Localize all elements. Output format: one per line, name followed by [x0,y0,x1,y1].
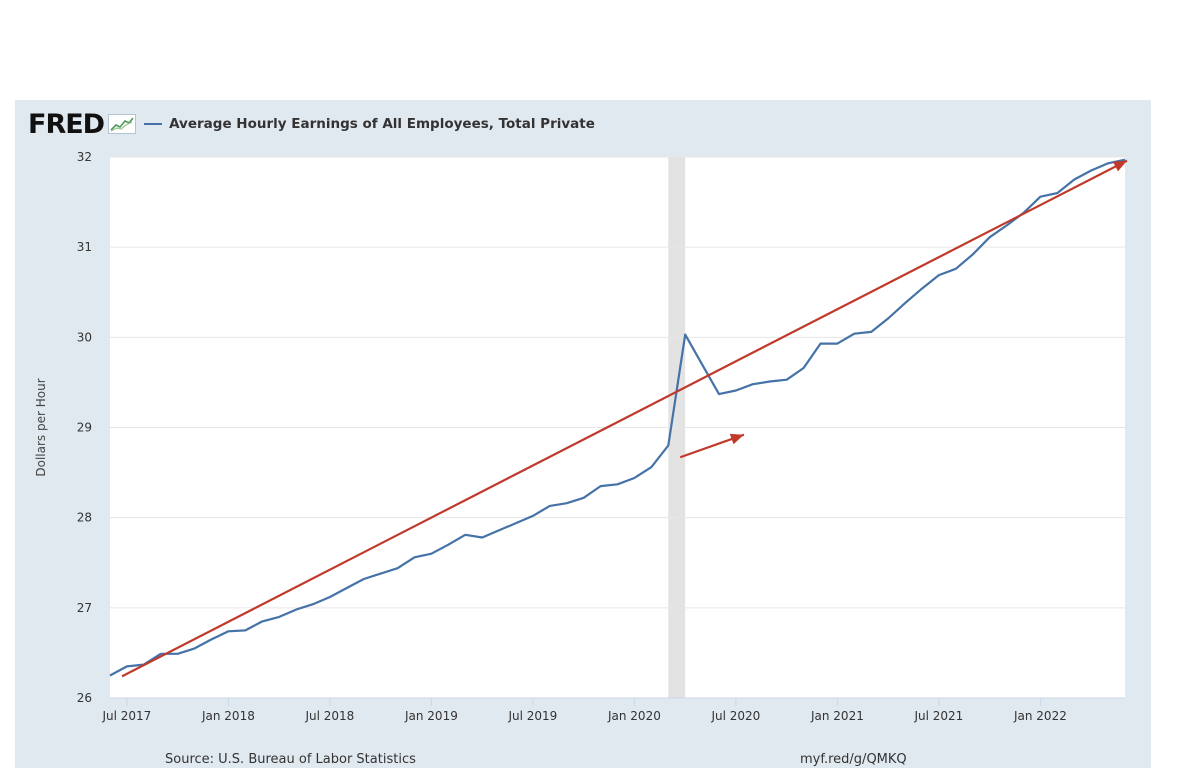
x-tick-label: Jan 2018 [201,709,255,723]
y-tick-label: 27 [77,601,92,615]
x-tick-label: Jan 2020 [607,709,661,723]
x-tick-label: Jul 2017 [101,709,151,723]
fred-logo[interactable]: FRED [28,108,105,140]
y-tick-label: 29 [77,421,92,435]
y-axis-title: Dollars per Hour [34,378,48,476]
trend-arrowhead [1112,160,1127,172]
legend-label[interactable]: Average Hourly Earnings of All Employees… [169,116,595,132]
y-tick-label: 32 [77,150,92,164]
source-note: Source: U.S. Bureau of Labor Statistics [165,752,416,767]
legend-swatch [144,123,163,125]
y-tick-label: 30 [77,330,92,344]
y-tick-label: 28 [77,511,92,525]
y-tick-label: 26 [77,691,92,705]
series-line[interactable] [109,158,1126,677]
chart-header: FRED Average Hourly Earnings of All Empl… [28,108,595,140]
x-tick-label: Jan 2021 [810,709,864,723]
x-tick-label: Jan 2019 [404,709,458,723]
x-tick-label: Jul 2018 [304,709,354,723]
x-tick-label: Jul 2020 [710,709,760,723]
short-link[interactable]: myf.red/g/QMKQ [800,752,907,767]
trend-arrowhead [729,433,744,445]
line-chart-icon [108,114,137,134]
y-tick-label: 31 [77,240,92,254]
trend-arrow-line [121,159,1128,678]
plot-area: 26 27 28 29 30 31 32 Jul 2017 Jan 2018 Jul 2018 Ja… [34,150,1128,723]
x-tick-label: Jul 2021 [913,709,963,723]
x-tick-label: Jul 2019 [507,709,557,723]
x-tick-label: Jan 2022 [1013,709,1067,723]
